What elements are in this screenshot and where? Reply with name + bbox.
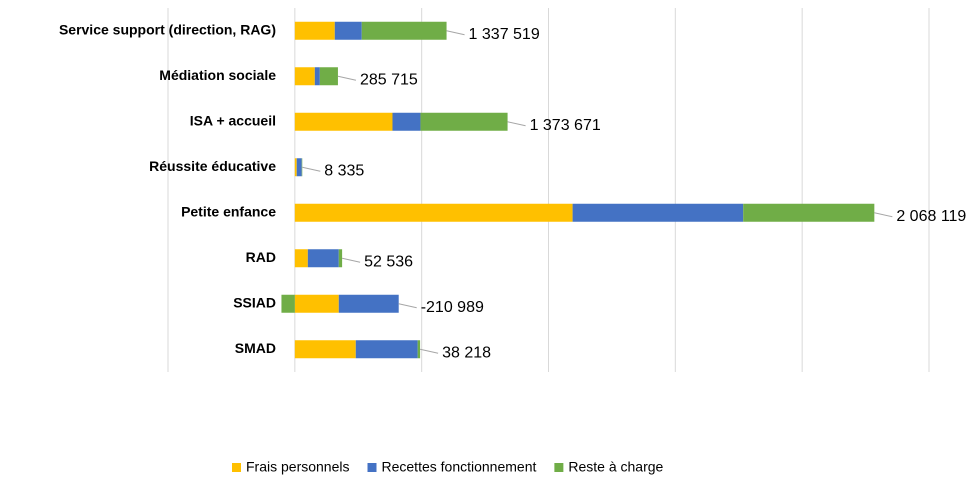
bar-segment: [743, 203, 875, 222]
bar-segment: [392, 112, 421, 131]
category-label: SSIAD: [233, 294, 276, 310]
category-label: Réussite éducative: [149, 158, 276, 174]
category-label: SMAD: [235, 340, 276, 356]
value-label: 1 337 519: [469, 26, 540, 43]
value-label: 38 218: [442, 344, 491, 361]
value-label: 52 536: [364, 253, 413, 270]
value-label: -210 989: [421, 299, 484, 316]
category-label: RAD: [246, 249, 276, 265]
bar-segment: [361, 21, 447, 40]
bar-segment: [334, 21, 362, 40]
value-label: 285 715: [360, 71, 418, 88]
bar-segment: [294, 158, 297, 177]
legend-label: Recettes fonctionnement: [382, 459, 537, 475]
value-label: 8 335: [324, 162, 364, 179]
legend-label: Frais personnels: [246, 459, 350, 475]
bar-segment: [294, 340, 356, 359]
leader-line: [874, 212, 893, 218]
bar-segment: [294, 112, 393, 131]
bar-segment: [355, 340, 418, 359]
bar-segment: [294, 21, 335, 40]
legend-swatch: [232, 463, 241, 472]
value-label: 2 068 119: [896, 208, 966, 225]
bar-segment: [314, 67, 320, 86]
leader-line: [302, 166, 321, 172]
bar-segment: [294, 67, 315, 86]
legend-swatch: [367, 463, 377, 472]
bar-segment: [417, 340, 421, 359]
bar-segment: [572, 203, 744, 222]
bar-segment: [319, 67, 338, 86]
bar-segment: [307, 249, 339, 268]
bar-segment: [301, 158, 303, 177]
leader-line: [507, 121, 526, 127]
leader-line: [446, 30, 465, 36]
bar-segment: [338, 249, 343, 268]
legend-swatch: [554, 463, 564, 472]
category-label: ISA + accueil: [190, 112, 276, 128]
bar-segment: [294, 294, 339, 313]
legend-label: Reste à charge: [568, 459, 663, 475]
bar-segment: [296, 158, 302, 177]
category-label: Petite enfance: [181, 203, 276, 219]
value-label: 1 373 671: [530, 117, 601, 134]
category-label: Médiation sociale: [159, 67, 276, 83]
leader-line: [398, 303, 417, 309]
leader-line: [337, 75, 357, 81]
leader-line: [342, 257, 361, 263]
bar-segment: [338, 294, 399, 313]
category-label: Service support (direction, RAG): [59, 21, 276, 37]
bar-segment: [294, 249, 308, 268]
leader-line: [419, 348, 439, 354]
bar-segment: [420, 112, 508, 131]
bar-segment: [294, 203, 573, 222]
bar-segment: [281, 294, 295, 313]
